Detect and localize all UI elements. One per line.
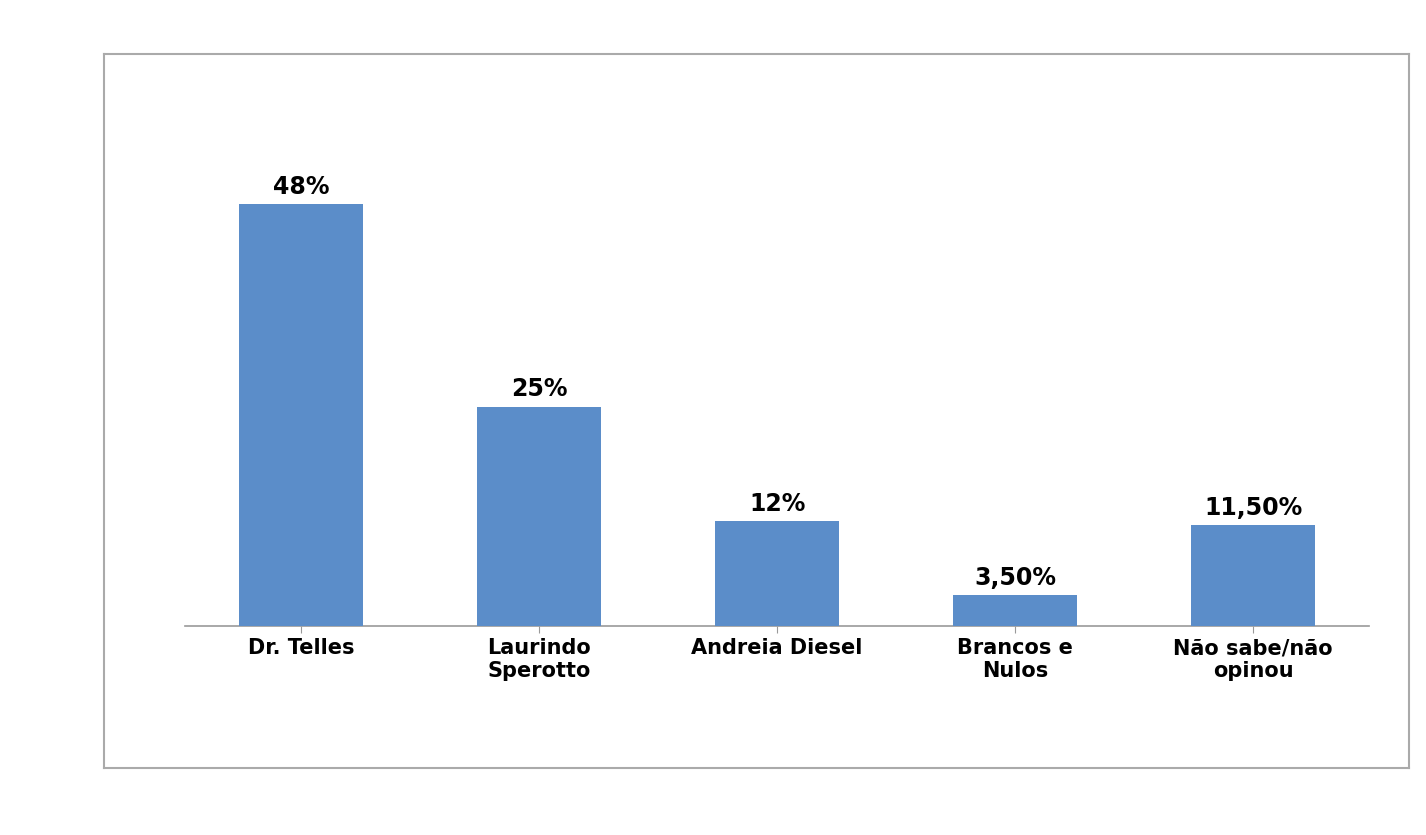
Bar bbox=[478, 407, 600, 626]
Text: 3,50%: 3,50% bbox=[974, 566, 1057, 590]
Text: 48%: 48% bbox=[272, 175, 329, 199]
Text: 12%: 12% bbox=[749, 492, 806, 515]
Bar bbox=[954, 595, 1077, 626]
Bar bbox=[1191, 525, 1315, 626]
Bar bbox=[240, 205, 364, 626]
Bar bbox=[716, 521, 838, 626]
Text: 25%: 25% bbox=[511, 377, 568, 402]
Text: 11,50%: 11,50% bbox=[1204, 496, 1302, 520]
